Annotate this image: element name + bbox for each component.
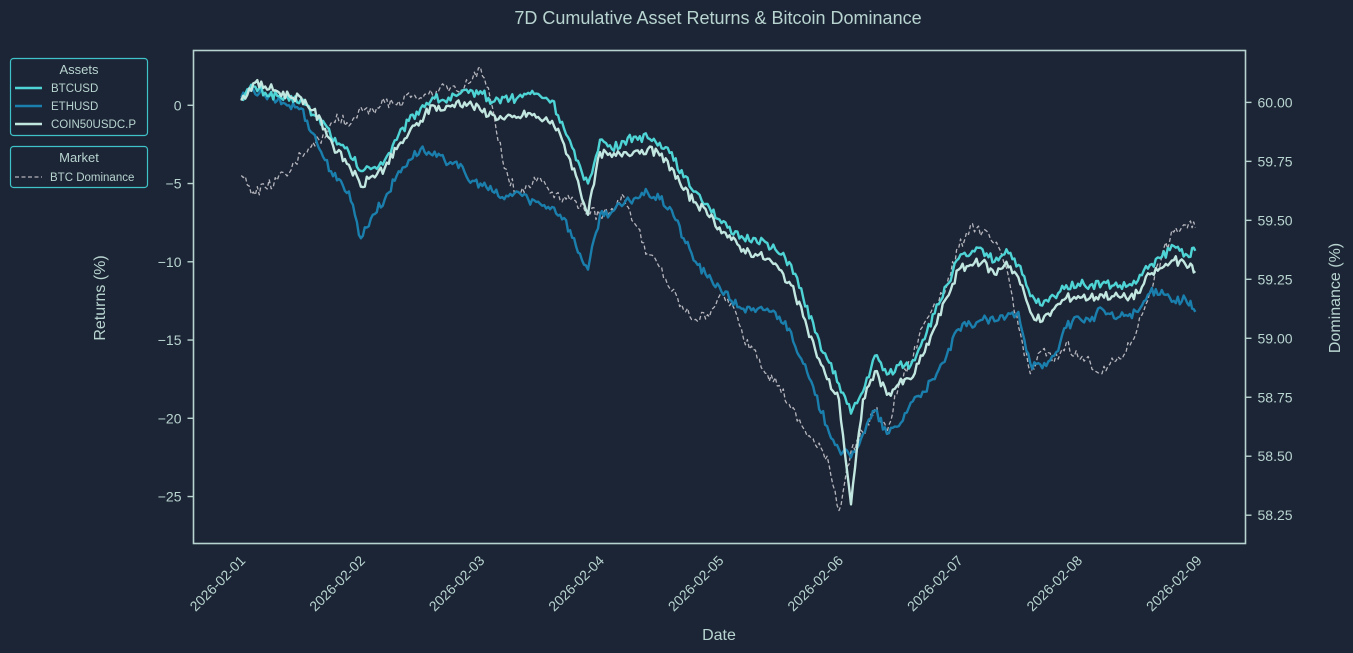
y-tick-label: −20	[158, 410, 182, 426]
legend-assets-title: Assets	[59, 62, 99, 77]
y-tick-label: −10	[158, 254, 182, 270]
legend-entry-btc-dominance[interactable]: BTC Dominance	[15, 172, 134, 184]
y2-tick-label: 59.25	[1258, 271, 1293, 287]
x-tick-label: 2026-02-08	[1023, 552, 1085, 614]
series-line-ethusd	[240, 85, 1197, 459]
x-tick-label: 2026-02-07	[904, 552, 966, 614]
x-tick-label: 2026-02-02	[306, 552, 368, 614]
x-tick-label: 2026-02-01	[186, 552, 248, 614]
series-line-btc-dominance	[240, 66, 1196, 512]
y-tick-label: 0	[174, 97, 182, 113]
y-axis-right: 60.00 59.75 59.50 59.25 59.00 58.75 58.50 58.25	[1245, 94, 1293, 523]
y2-tick-label: 60.00	[1258, 94, 1293, 110]
y2-tick-label: 58.25	[1258, 507, 1293, 523]
legend-label-btc-dominance: BTC Dominance	[50, 172, 134, 184]
x-axis-label: Date	[702, 627, 736, 644]
y-axis-left-label: Returns (%)	[92, 255, 109, 340]
x-tick-label: 2026-02-06	[784, 552, 846, 614]
y-axis-left: 0 −5 −10 −15 −20 −25	[158, 97, 194, 505]
y2-tick-label: 58.75	[1258, 389, 1293, 405]
y-tick-label: −25	[158, 489, 182, 505]
legend-assets-frame	[9, 57, 149, 137]
chart-title: 7D Cumulative Asset Returns & Bitcoin Do…	[514, 8, 921, 28]
plot-frame	[192, 49, 1247, 545]
legend-entry-coin50usdc[interactable]: COIN50USDC.P	[15, 119, 136, 131]
x-axis: 2026-02-01 2026-02-02 2026-02-03 2026-02-04…	[186, 552, 1204, 614]
x-tick-label: 2026-02-04	[545, 552, 607, 614]
legend-market-frame	[9, 145, 149, 189]
series-line-btcusd	[240, 83, 1197, 415]
legend-entry-ethusd[interactable]: ETHUSD	[15, 101, 98, 113]
legend-market-title: Market	[59, 150, 99, 165]
series-layer	[240, 66, 1197, 512]
x-tick-label: 2026-02-05	[665, 552, 727, 614]
legend-assets: Assets BTCUSD ETHUSD COIN50USDC.P	[9, 57, 149, 137]
y2-tick-label: 59.75	[1258, 153, 1293, 169]
y-axis-right-label: Dominance (%)	[1327, 243, 1344, 353]
legend-entry-btcusd[interactable]: BTCUSD	[15, 83, 98, 95]
x-tick-label: 2026-02-03	[426, 552, 488, 614]
legend-market: Market BTC Dominance	[9, 145, 149, 189]
y2-tick-label: 59.00	[1258, 330, 1293, 346]
legend-label-coin50usdc: COIN50USDC.P	[51, 119, 136, 131]
y2-tick-label: 58.50	[1258, 448, 1293, 464]
y-tick-label: −15	[158, 332, 182, 348]
x-tick-label: 2026-02-09	[1143, 552, 1205, 614]
series-line-coin50usdc-p	[240, 78, 1197, 506]
legend-label-ethusd: ETHUSD	[51, 101, 98, 113]
y-tick-label: −5	[166, 176, 182, 192]
legend-label-btcusd: BTCUSD	[51, 83, 98, 95]
y2-tick-label: 59.50	[1258, 212, 1293, 228]
